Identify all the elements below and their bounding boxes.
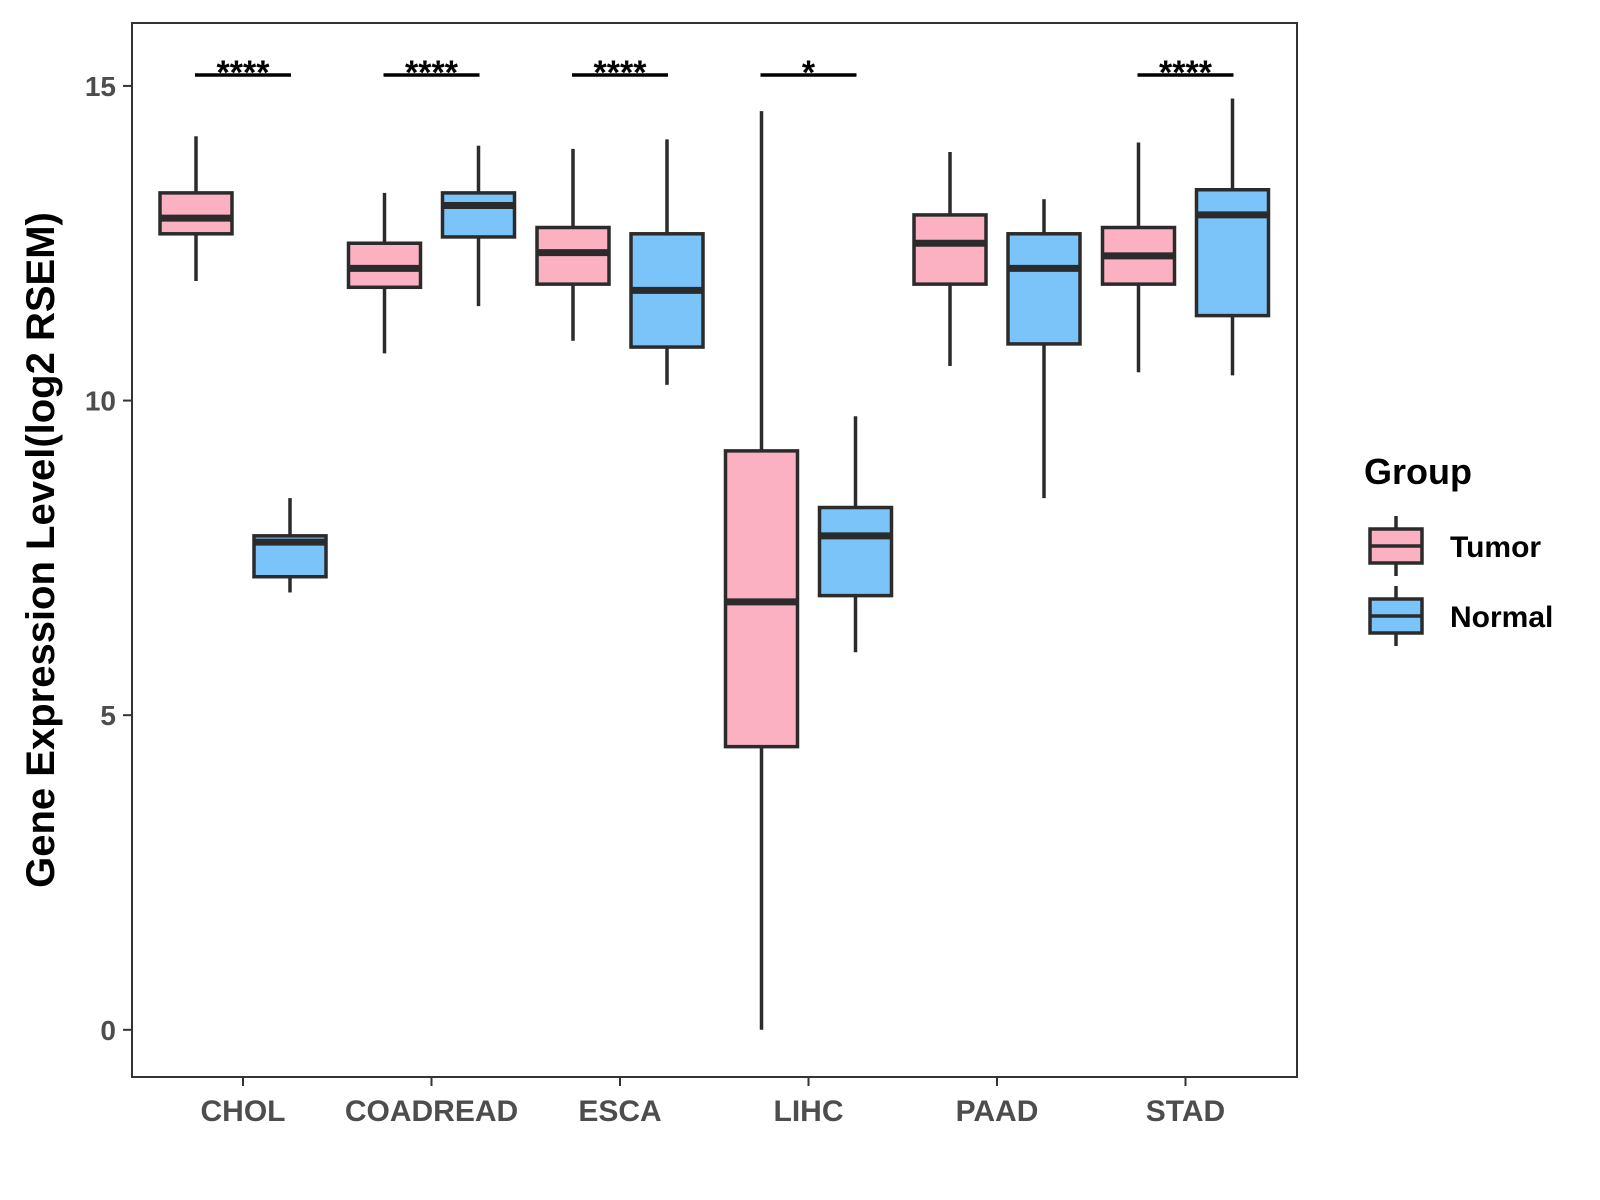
x-tick-label: PAAD — [956, 1095, 1039, 1128]
box-body — [1006, 232, 1082, 346]
legend-title: Group — [1364, 451, 1472, 492]
significance-esca: **** — [572, 54, 668, 92]
x-tick-label: STAD — [1146, 1095, 1225, 1128]
x-axis: CHOL COADREAD ESCA LIHC PAAD STAD — [201, 1077, 1225, 1128]
box-tumor-paad — [912, 151, 988, 366]
box-normal-stad — [1194, 98, 1271, 376]
significance-label: **** — [405, 54, 459, 92]
box-tumor-coadread — [346, 192, 423, 354]
significance-chol: **** — [195, 54, 291, 92]
box-tumor-lihc — [723, 111, 800, 1030]
legend: Group Tumor Normal — [1364, 451, 1553, 646]
box-normal-paad — [1006, 199, 1082, 499]
box-normal-coadread — [440, 145, 517, 307]
x-tick-label: COADREAD — [345, 1095, 518, 1128]
box-tumor-chol — [158, 136, 234, 281]
y-tick-label: 5 — [100, 700, 116, 731]
box-body — [158, 191, 234, 236]
boxes-layer — [158, 98, 1271, 1030]
y-axis: 0 5 10 15 — [85, 71, 132, 1046]
box-body — [912, 213, 988, 286]
significance-label: **** — [594, 54, 648, 92]
y-axis-title: Gene Expression Level(log2 RSEM) — [19, 212, 63, 888]
y-tick-label: 10 — [85, 386, 116, 417]
legend-label: Normal — [1450, 601, 1553, 634]
significance-coadread: **** — [383, 54, 480, 92]
box-normal-chol — [252, 498, 328, 593]
box-tumor-stad — [1100, 142, 1177, 373]
plot-panel-frame — [131, 22, 1298, 1078]
legend-entries: Tumor Normal — [1368, 516, 1553, 646]
significance-label: **** — [217, 54, 271, 92]
significance-label: **** — [1159, 54, 1213, 92]
significance-layer: **** **** **** * **** — [195, 54, 1234, 92]
box-body — [1194, 188, 1271, 318]
x-tick-label: CHOL — [201, 1095, 286, 1128]
x-tick-label: ESCA — [578, 1095, 661, 1128]
box-tumor-esca — [535, 148, 611, 341]
significance-stad: **** — [1137, 54, 1234, 92]
box-normal-lihc — [817, 416, 894, 653]
significance-lihc: * — [760, 54, 857, 92]
y-tick-label: 15 — [85, 71, 116, 102]
box-normal-esca — [629, 139, 705, 385]
legend-label: Tumor — [1450, 531, 1541, 564]
y-tick-label: 0 — [100, 1015, 116, 1046]
legend-entry-normal: Normal — [1368, 586, 1553, 646]
box-body — [817, 505, 894, 598]
legend-entry-tumor: Tumor — [1368, 516, 1541, 576]
significance-label: * — [802, 54, 816, 92]
box-body — [440, 191, 517, 239]
x-tick-label: LIHC — [774, 1095, 844, 1128]
